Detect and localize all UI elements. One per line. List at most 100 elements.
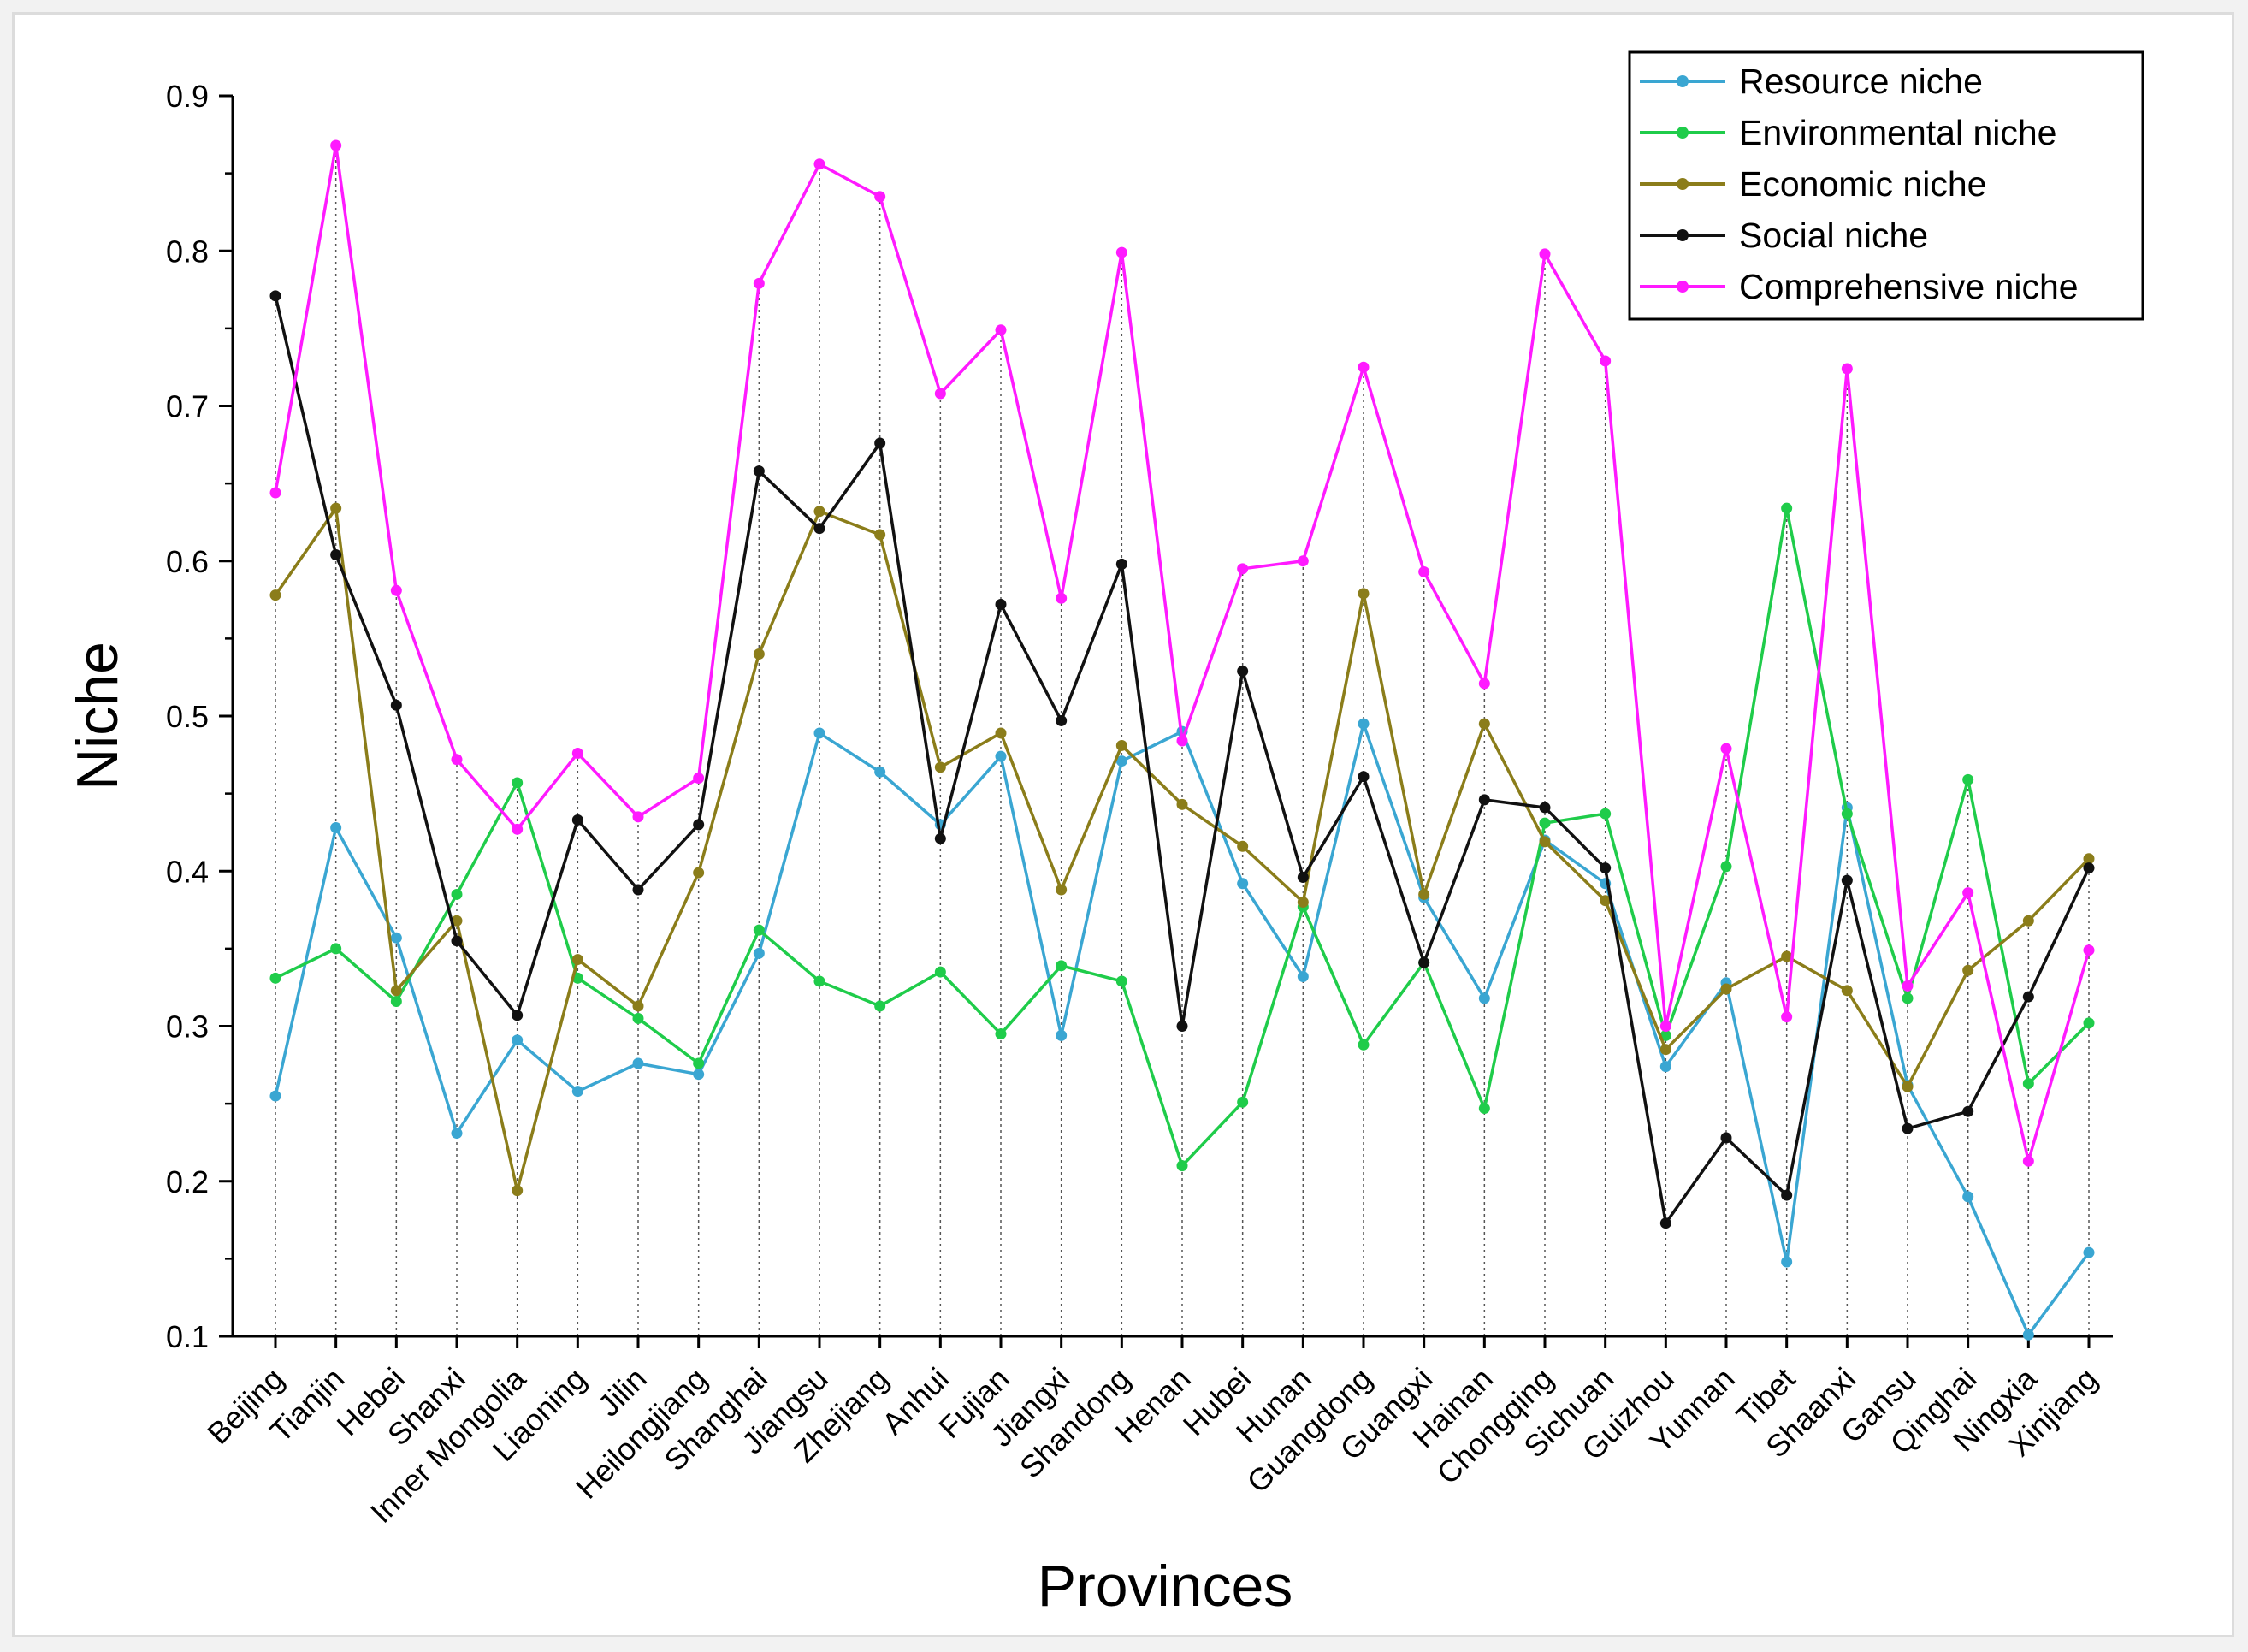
legend: Resource niche Environmental niche Economi… xyxy=(1628,50,2144,321)
data-point-environmental-niche xyxy=(693,1057,705,1069)
data-point-environmental-niche xyxy=(1358,1039,1370,1051)
data-point-social-niche xyxy=(1115,558,1127,570)
data-point-resource-niche xyxy=(2083,1246,2095,1258)
data-point-economic-niche xyxy=(1115,739,1127,751)
data-point-resource-niche xyxy=(632,1057,644,1069)
data-point-economic-niche xyxy=(2022,915,2034,927)
data-point-comprehensive-niche xyxy=(1115,246,1127,258)
y-axis-title: Niche xyxy=(65,642,130,790)
data-point-comprehensive-niche xyxy=(269,487,281,499)
data-point-social-niche xyxy=(1539,802,1551,814)
data-point-resource-niche xyxy=(330,822,342,833)
data-point-comprehensive-niche xyxy=(1237,563,1249,575)
data-point-comprehensive-niche xyxy=(632,811,644,823)
data-point-resource-niche xyxy=(512,1034,524,1046)
data-point-comprehensive-niche xyxy=(1600,355,1612,367)
data-point-economic-niche xyxy=(1600,895,1612,907)
data-point-social-niche xyxy=(813,523,825,535)
y-tick-label: 0.1 xyxy=(166,1319,209,1354)
data-point-resource-niche xyxy=(813,727,825,739)
data-point-economic-niche xyxy=(1297,897,1309,908)
data-point-resource-niche xyxy=(995,750,1007,762)
data-point-social-niche xyxy=(1659,1217,1671,1229)
legend-swatch-marker xyxy=(1677,281,1689,293)
data-point-resource-niche xyxy=(874,766,886,778)
data-point-comprehensive-niche xyxy=(2083,944,2095,956)
data-point-environmental-niche xyxy=(330,943,342,955)
line-chart: 0.10.20.30.40.50.60.70.80.9BeijingTianji… xyxy=(65,50,2144,1619)
data-point-social-niche xyxy=(874,437,886,449)
data-point-comprehensive-niche xyxy=(1358,361,1370,373)
data-point-environmental-niche xyxy=(874,1000,886,1012)
data-point-comprehensive-niche xyxy=(1176,735,1188,747)
data-point-resource-niche xyxy=(390,932,402,944)
data-point-comprehensive-niche xyxy=(693,773,705,784)
data-point-environmental-niche xyxy=(512,777,524,789)
data-point-comprehensive-niche xyxy=(512,823,524,835)
data-point-environmental-niche xyxy=(1600,808,1612,820)
data-point-economic-niche xyxy=(571,954,583,966)
data-point-social-niche xyxy=(1418,956,1430,968)
legend-swatch-marker xyxy=(1677,229,1689,241)
y-tick-label: 0.9 xyxy=(166,79,209,114)
data-point-comprehensive-niche xyxy=(390,584,402,596)
data-point-economic-niche xyxy=(995,727,1007,739)
legend-swatch-marker xyxy=(1677,178,1689,190)
legend-item-social-niche: Social niche xyxy=(1640,216,1928,255)
data-point-social-niche xyxy=(2022,991,2034,1003)
y-tick-label: 0.2 xyxy=(166,1164,209,1199)
data-point-comprehensive-niche xyxy=(1962,887,1974,899)
legend-label: Resource niche xyxy=(1739,62,1983,101)
data-point-social-niche xyxy=(1720,1132,1732,1144)
data-point-environmental-niche xyxy=(995,1028,1007,1040)
data-point-economic-niche xyxy=(934,761,946,773)
data-point-resource-niche xyxy=(753,947,765,959)
data-point-social-niche xyxy=(1358,771,1370,783)
legend-label: Environmental niche xyxy=(1739,113,2056,152)
data-point-social-niche xyxy=(2083,862,2095,874)
data-point-economic-niche xyxy=(1659,1044,1671,1056)
data-point-comprehensive-niche xyxy=(1841,363,1853,375)
data-point-economic-niche xyxy=(1720,983,1732,995)
data-point-environmental-niche xyxy=(1115,975,1127,987)
data-point-comprehensive-niche xyxy=(1418,565,1430,577)
data-point-environmental-niche xyxy=(934,966,946,978)
data-point-environmental-niche xyxy=(1720,861,1732,873)
data-point-economic-niche xyxy=(874,529,886,541)
y-tick-label: 0.3 xyxy=(166,1010,209,1045)
data-point-environmental-niche xyxy=(2083,1017,2095,1029)
data-point-environmental-niche xyxy=(1176,1160,1188,1172)
data-point-environmental-niche xyxy=(1539,817,1551,829)
data-point-resource-niche xyxy=(1478,992,1490,1004)
data-point-resource-niche xyxy=(1056,1029,1068,1041)
data-point-social-niche xyxy=(571,814,583,826)
legend-item-resource-niche: Resource niche xyxy=(1640,62,1983,101)
legend-swatch-marker xyxy=(1677,75,1689,87)
legend-label: Social niche xyxy=(1739,216,1928,255)
data-point-environmental-niche xyxy=(753,924,765,936)
chart-frame: 0.1 0.2 0.3 0.4 0.5 0.6 0.7 0.8 0.9 Beijing Tianji… xyxy=(12,12,2234,1637)
legend-item-comprehensive-niche: Comprehensive niche xyxy=(1640,267,2079,306)
data-point-environmental-niche xyxy=(2022,1078,2034,1090)
data-point-environmental-niche xyxy=(1056,960,1068,972)
series-social-niche xyxy=(269,290,2095,1229)
data-point-comprehensive-niche xyxy=(1781,1011,1793,1023)
data-point-environmental-niche xyxy=(390,996,402,1007)
data-point-environmental-niche xyxy=(1478,1103,1490,1115)
data-point-social-niche xyxy=(693,819,705,831)
data-point-social-niche xyxy=(1237,665,1249,677)
data-point-environmental-niche xyxy=(1659,1029,1671,1041)
x-axis-title: Provinces xyxy=(1038,1554,1293,1619)
data-point-economic-niche xyxy=(269,589,281,601)
data-point-environmental-niche xyxy=(1902,992,1914,1004)
data-point-resource-niche xyxy=(571,1086,583,1098)
data-point-economic-niche xyxy=(1841,985,1853,997)
data-point-comprehensive-niche xyxy=(1659,1021,1671,1032)
data-point-economic-niche xyxy=(2083,853,2095,865)
data-point-social-niche xyxy=(1841,874,1853,886)
data-point-economic-niche xyxy=(1237,840,1249,852)
data-point-comprehensive-niche xyxy=(813,158,825,170)
data-point-social-niche xyxy=(753,465,765,477)
data-point-environmental-niche xyxy=(813,975,825,987)
data-point-comprehensive-niche xyxy=(1720,743,1732,755)
